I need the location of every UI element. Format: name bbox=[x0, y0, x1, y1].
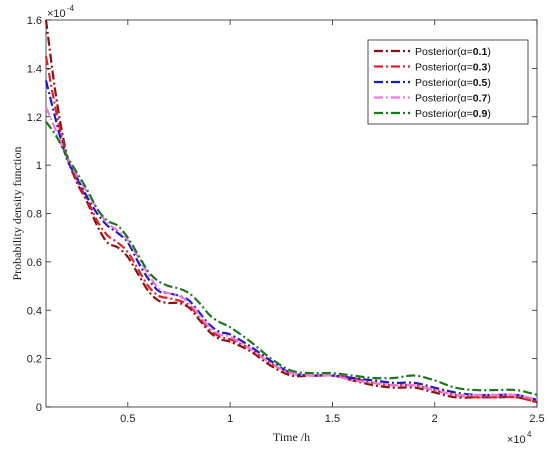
y-tick-label: 0.6 bbox=[27, 257, 42, 269]
legend-suffix: ) bbox=[487, 46, 491, 58]
y-tick-label: 0 bbox=[36, 402, 42, 414]
legend-value: 0.9 bbox=[473, 108, 488, 120]
x-tick-label: 2 bbox=[432, 413, 438, 425]
legend-prefix: Posterior(α= bbox=[415, 93, 473, 105]
y-tick-label: 0.2 bbox=[27, 354, 42, 366]
legend-suffix: ) bbox=[487, 108, 491, 120]
x-axis-label: Time /h bbox=[273, 430, 310, 444]
legend-prefix: Posterior(α= bbox=[415, 46, 473, 58]
legend-label-4: Posterior(α=0.7) bbox=[415, 93, 491, 105]
series-line-1 bbox=[44, 19, 538, 404]
legend-prefix: Posterior(α= bbox=[415, 77, 473, 89]
legend-label-5: Posterior(α=0.9) bbox=[415, 108, 491, 120]
legend-label-2: Posterior(α=0.3) bbox=[415, 62, 491, 74]
y-tick-label: 1.4 bbox=[27, 63, 42, 75]
y-tick-label: 0.4 bbox=[27, 305, 42, 317]
legend: Posterior(α=0.1)Posterior(α=0.3)Posterio… bbox=[367, 39, 529, 125]
y-tick-label: 1.2 bbox=[27, 112, 42, 124]
legend-value: 0.3 bbox=[473, 62, 488, 74]
legend-suffix: ) bbox=[487, 93, 491, 105]
y-multiplier-base: ×10 bbox=[47, 8, 66, 20]
y-multiplier-exponent: -4 bbox=[67, 4, 75, 13]
series-line-5 bbox=[45, 120, 538, 396]
series-line-3 bbox=[44, 80, 538, 401]
y-axis-label: Probability density function bbox=[10, 147, 24, 281]
legend-prefix: Posterior(α= bbox=[415, 62, 473, 74]
legend-suffix: ) bbox=[487, 62, 491, 74]
legend-value: 0.7 bbox=[473, 93, 488, 105]
x-tick-label: 1 bbox=[227, 413, 233, 425]
y-tick-label: 1.6 bbox=[27, 15, 42, 27]
legend-prefix: Posterior(α= bbox=[415, 108, 473, 120]
x-axis-multiplier: ×10 4 bbox=[507, 430, 532, 446]
series-group bbox=[44, 19, 538, 404]
legend-label-1: Posterior(α=0.1) bbox=[415, 46, 491, 58]
x-multiplier-base: ×10 bbox=[507, 434, 526, 446]
x-tick-label: 2.5 bbox=[529, 413, 544, 425]
x-tick-label: 0.5 bbox=[120, 413, 135, 425]
y-tick-label: 0.8 bbox=[27, 209, 42, 221]
x-tick-label: 1.5 bbox=[325, 413, 340, 425]
y-tick-label: 1 bbox=[36, 160, 42, 172]
legend-label-3: Posterior(α=0.5) bbox=[415, 77, 491, 89]
y-axis-multiplier: ×10 -4 bbox=[47, 4, 75, 20]
legend-suffix: ) bbox=[487, 77, 491, 89]
axis-ticks: 0 0.2 0.4 0.6 0.8 1 1.2 1.4 1.6 0.5 1 1.5 2 2.5 bbox=[27, 15, 545, 425]
legend-value: 0.5 bbox=[473, 77, 488, 89]
x-multiplier-exponent: 4 bbox=[527, 430, 532, 439]
legend-value: 0.1 bbox=[473, 46, 488, 58]
